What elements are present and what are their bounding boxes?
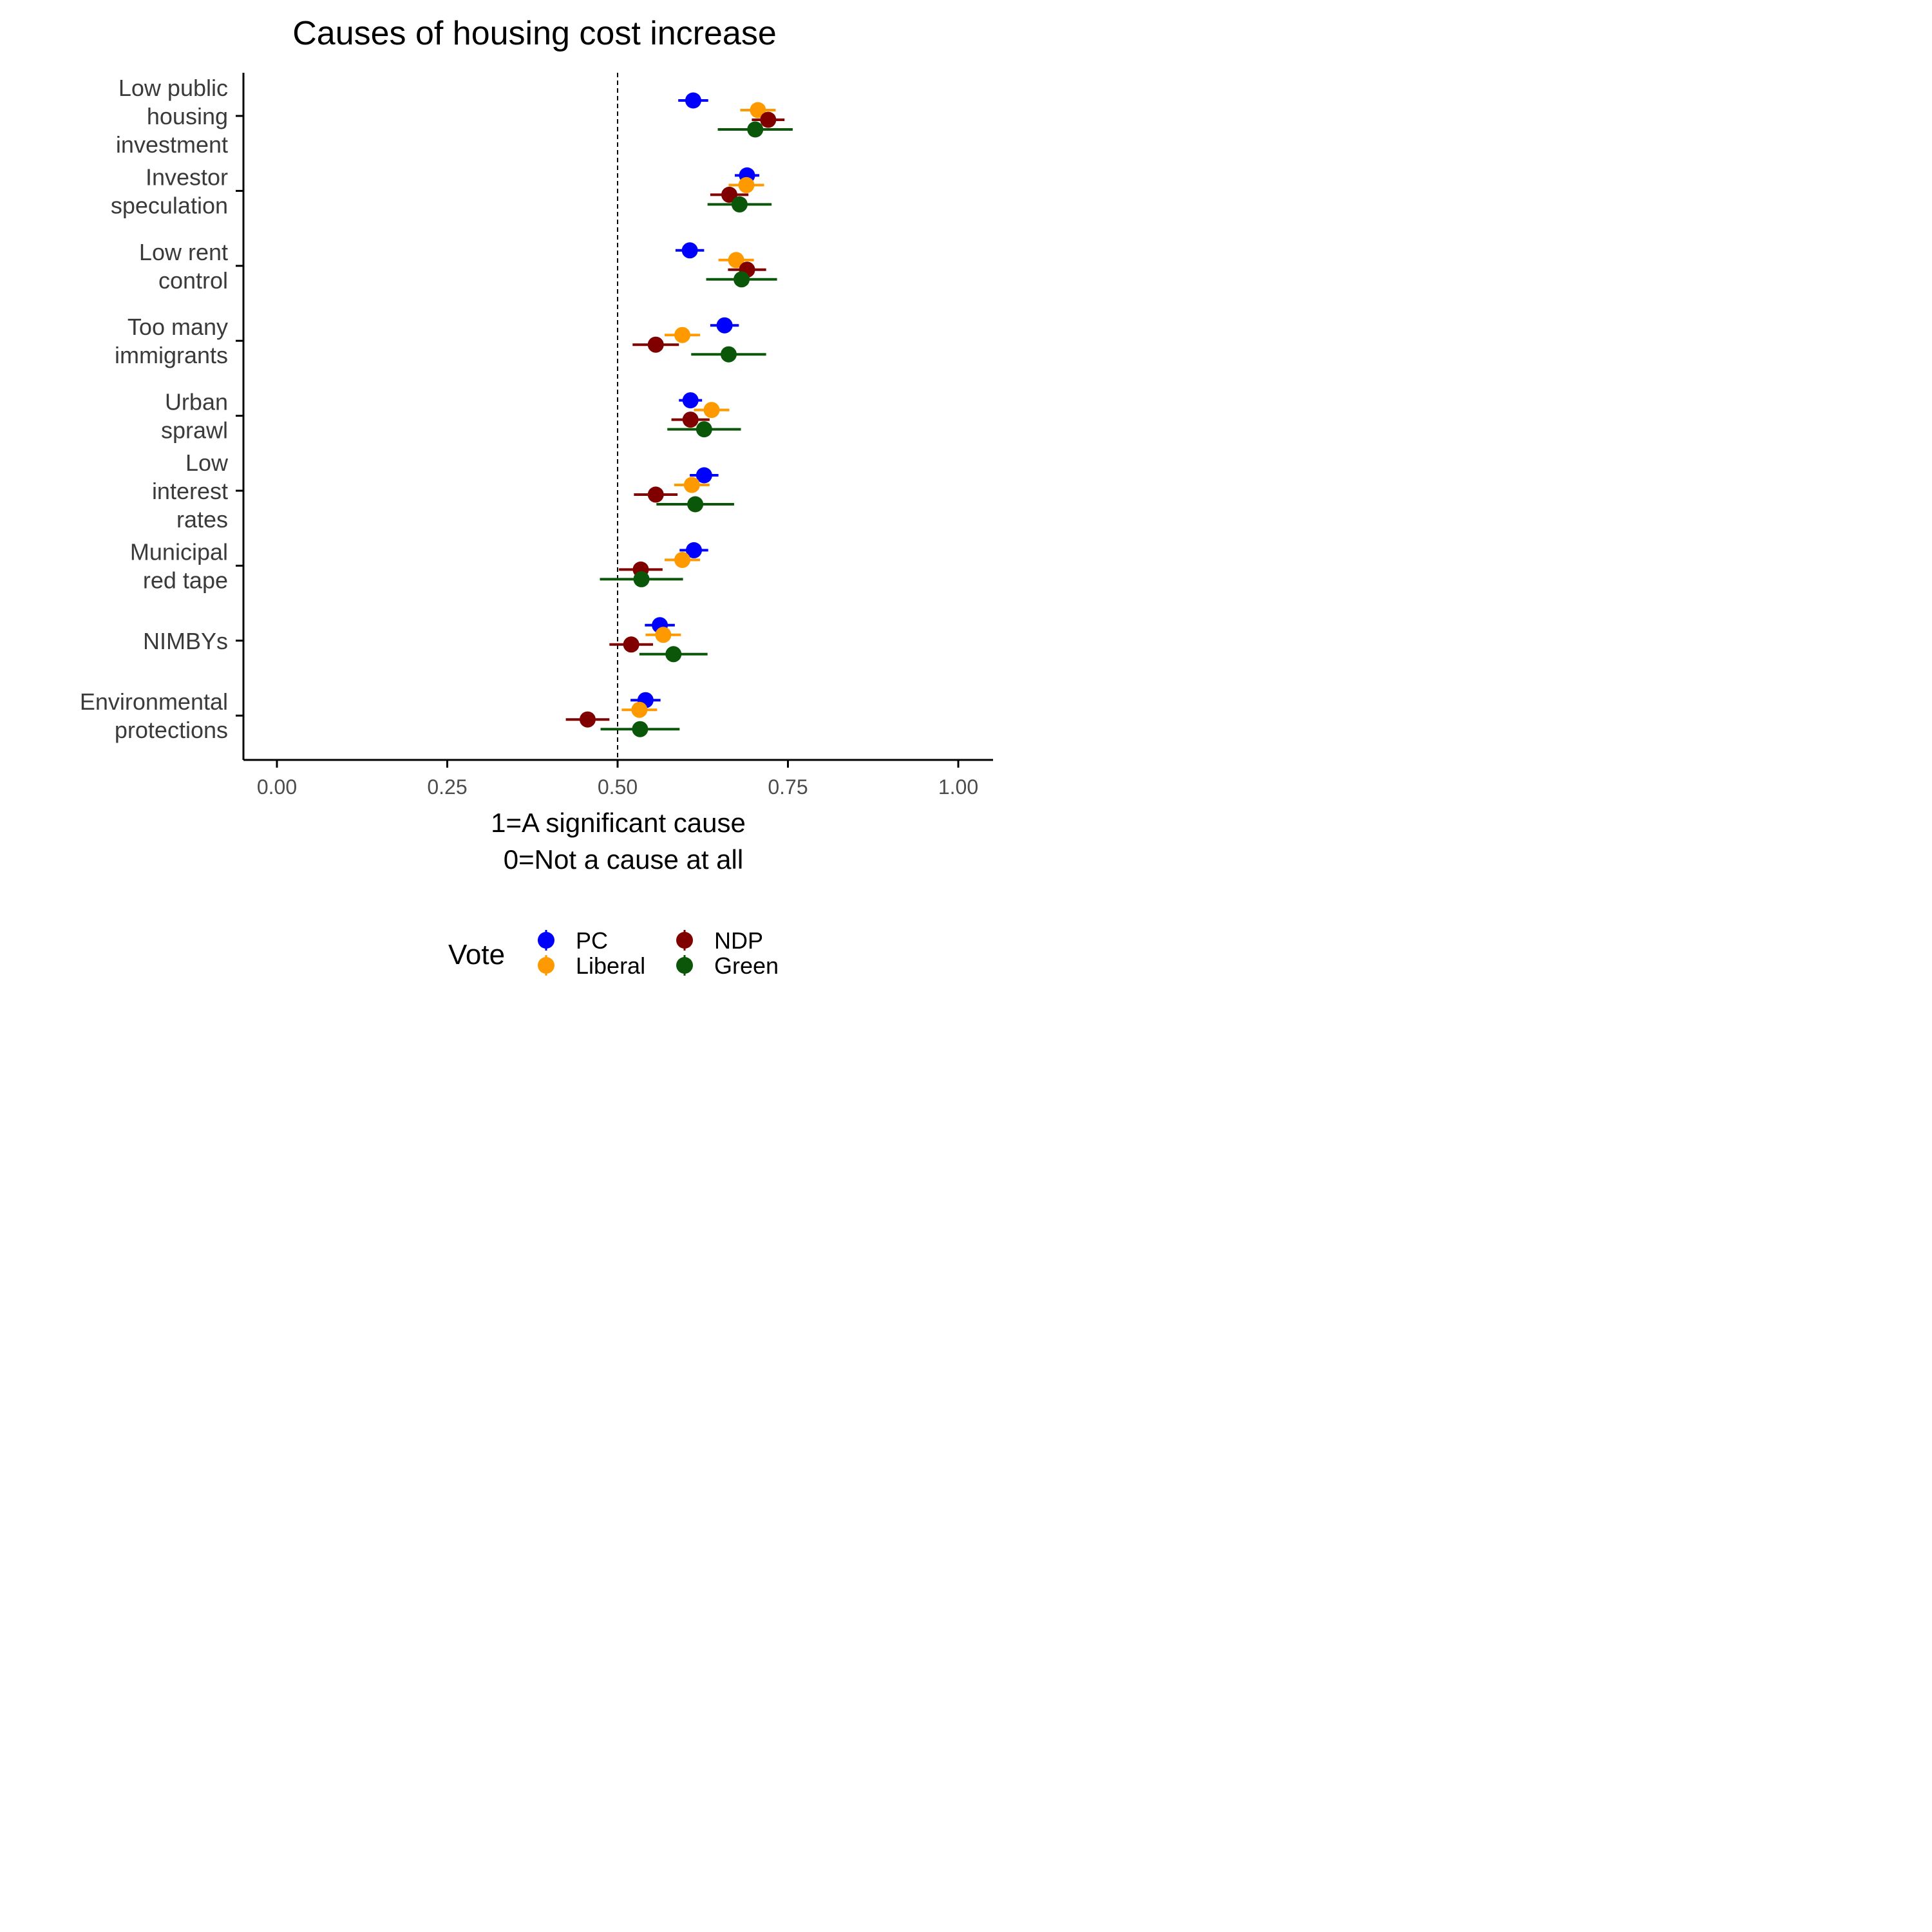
point-green [632, 721, 649, 737]
data-layer [565, 92, 793, 737]
point-pc [685, 542, 702, 558]
point-liberal [738, 176, 755, 193]
point-ndp [647, 336, 664, 353]
point-ndp [760, 111, 777, 128]
point-green [747, 121, 764, 138]
x-tick-label: 0.75 [768, 775, 808, 799]
point-liberal [728, 252, 744, 269]
point-liberal [674, 551, 691, 568]
y-tick-label-too-many-immigrants: immigrants [115, 342, 228, 368]
y-tick-label-too-many-immigrants: Too many [128, 314, 228, 340]
y-tick-label-investor-speculation: speculation [111, 192, 228, 218]
point-green [696, 421, 712, 438]
y-tick-label-investor-speculation: Investor [146, 164, 228, 190]
legend-title: Vote [448, 939, 505, 971]
point-liberal [683, 477, 700, 493]
y-tick-label-nimbys: NIMBYs [143, 628, 228, 654]
point-green [633, 571, 650, 587]
point-pc [681, 242, 698, 259]
x-tick-label: 1.00 [938, 775, 978, 799]
y-tick-label-municipal-red-tape: red tape [143, 567, 228, 593]
point-green [734, 271, 750, 288]
y-tick-label-urban-sprawl: Urban [165, 389, 228, 415]
y-tick-label-environmental-protections: protections [115, 717, 228, 743]
y-tick-label-low-public-housing-investment: Low public [118, 75, 228, 101]
y-tick-label-municipal-red-tape: Municipal [130, 538, 228, 565]
point-ndp [579, 711, 596, 728]
point-pc [682, 392, 699, 409]
point-green [665, 646, 682, 663]
legend-key-ndp [676, 932, 693, 949]
point-pc [685, 92, 701, 109]
legend-key-liberal [538, 957, 554, 974]
x-axis-title-line-1: 1=A significant cause [491, 808, 746, 838]
legend-label-ndp: NDP [714, 927, 763, 954]
point-liberal [655, 627, 672, 643]
point-green [731, 196, 748, 213]
legend-label-liberal: Liberal [576, 952, 645, 979]
legend-label-green: Green [714, 952, 779, 979]
y-tick-label-low-interest-rates: interest [152, 478, 228, 504]
point-ndp [682, 412, 699, 428]
y-tick-label-low-rent-control: control [158, 267, 228, 294]
point-liberal [631, 701, 648, 718]
x-axis-title-line-2: 0=Not a cause at all [504, 844, 743, 875]
point-ndp [647, 486, 664, 503]
point-liberal [703, 402, 720, 419]
x-tick-label: 0.50 [598, 775, 638, 799]
point-liberal [674, 327, 691, 343]
point-liberal [750, 102, 766, 118]
chart: Causes of housing cost increase Low publ… [80, 15, 993, 979]
legend-key-pc [538, 932, 554, 949]
legend-label-pc: PC [576, 927, 608, 954]
x-tick-label: 0.25 [427, 775, 467, 799]
y-tick-label-low-interest-rates: Low [185, 450, 229, 476]
point-ndp [721, 186, 738, 203]
x-tick-label: 0.00 [257, 775, 297, 799]
y-tick-label-low-public-housing-investment: investment [116, 131, 228, 158]
point-green [687, 496, 704, 513]
chart-title: Causes of housing cost increase [292, 15, 777, 52]
point-pc [696, 467, 712, 484]
y-tick-label-low-interest-rates: rates [176, 506, 228, 533]
legend-key-green [676, 957, 693, 974]
point-pc [716, 317, 733, 334]
point-green [720, 346, 737, 363]
y-tick-label-environmental-protections: Environmental [80, 688, 228, 715]
y-tick-label-low-rent-control: Low rent [139, 239, 228, 265]
point-ndp [623, 636, 639, 653]
y-tick-label-low-public-housing-investment: housing [147, 103, 228, 129]
y-tick-label-urban-sprawl: sprawl [161, 417, 228, 444]
x-axis: 0.00 0.25 0.50 0.75 1.00 [257, 760, 978, 799]
